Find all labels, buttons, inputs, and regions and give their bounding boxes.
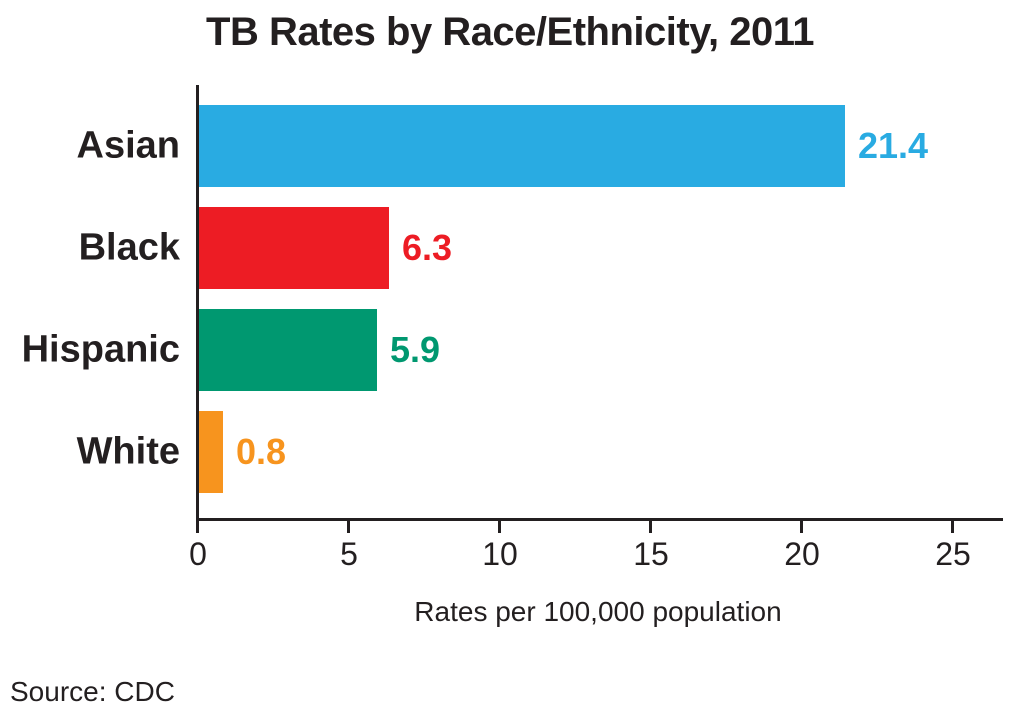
category-label-white: White bbox=[76, 430, 180, 473]
plot-area: 21.4 6.3 5.9 0.8 0 5 10 15 20 25 bbox=[189, 85, 1003, 572]
x-tick-mark-15 bbox=[649, 518, 652, 533]
value-label-hispanic: 5.9 bbox=[390, 329, 441, 370]
source-note: Source: CDC bbox=[10, 676, 175, 707]
x-tick-mark-0 bbox=[196, 518, 199, 533]
x-tick-label-15: 15 bbox=[633, 536, 669, 572]
bar-black bbox=[199, 207, 389, 289]
bar-asian bbox=[199, 105, 845, 187]
bar-hispanic bbox=[199, 309, 377, 391]
bar-white bbox=[199, 411, 223, 493]
category-label-black: Black bbox=[78, 226, 180, 269]
value-label-black: 6.3 bbox=[402, 227, 453, 268]
category-label-asian: Asian bbox=[76, 124, 180, 167]
x-tick-mark-10 bbox=[498, 518, 501, 533]
chart-title: TB Rates by Race/Ethnicity, 2011 bbox=[206, 10, 814, 54]
x-tick-mark-20 bbox=[800, 518, 803, 533]
x-tick-mark-5 bbox=[347, 518, 350, 533]
x-tick-label-0: 0 bbox=[189, 536, 207, 572]
x-axis-label: Rates per 100,000 population bbox=[414, 596, 782, 627]
x-tick-mark-25 bbox=[951, 518, 954, 533]
x-tick-label-5: 5 bbox=[340, 536, 358, 572]
x-tick-label-20: 20 bbox=[784, 536, 820, 572]
value-label-asian: 21.4 bbox=[858, 125, 929, 166]
x-tick-label-25: 25 bbox=[935, 536, 971, 572]
category-label-hispanic: Hispanic bbox=[21, 328, 180, 371]
x-tick-label-10: 10 bbox=[482, 536, 518, 572]
value-label-white: 0.8 bbox=[236, 431, 287, 472]
